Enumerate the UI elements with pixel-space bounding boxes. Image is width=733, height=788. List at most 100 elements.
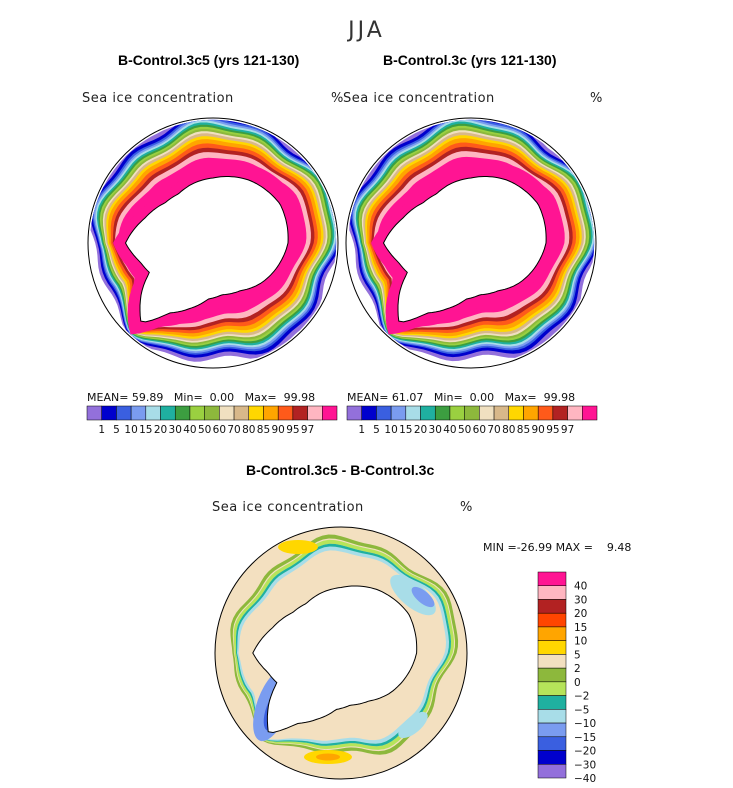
diff-colorbar-label-3: 15 (574, 622, 587, 634)
diff-max-value: 9.48 (606, 541, 632, 554)
diff-colorbar-box-11 (537, 722, 567, 738)
panel-1-colorbar-box-15 (307, 405, 323, 421)
panel-2-colorbar-label-12: 90 (531, 424, 544, 436)
diff-colorbar-box-1 (537, 585, 567, 600)
panel-1-colorbar-box-6 (174, 405, 191, 421)
diff-colorbar-box-13 (537, 750, 567, 765)
diff-colorbar-label-6: 2 (574, 663, 581, 675)
panel-1-colorbar-box-12 (263, 405, 279, 421)
diff-colorbar-label-11: −15 (574, 732, 596, 744)
panel-1-colorbar-label-10: 80 (242, 424, 255, 436)
panel-2-colorbar-box-11 (508, 405, 524, 421)
panel-1-colorbar-box-5 (160, 405, 176, 421)
panel-2-colorbar-box-2 (376, 405, 392, 421)
panel-1-field-group (90, 119, 337, 362)
diff-colorbar-label-14: −40 (574, 773, 596, 785)
panel-2-colorbar-label-7: 50 (458, 424, 471, 436)
diff-colorbar-box-6 (537, 654, 567, 669)
panel-2-colorbar-box-13 (537, 405, 554, 421)
panel-2-colorbar-label-2: 10 (384, 424, 397, 436)
panel-1-colorbar-label-9: 70 (227, 424, 240, 436)
panel-2-colorbar-box-9 (479, 405, 495, 421)
panel-2-colorbar-box-14 (552, 405, 568, 421)
panel-1-colorbar-box-0 (86, 405, 102, 421)
diff-field-group (215, 527, 467, 779)
panel-2-colorbar-box-5 (420, 405, 436, 421)
diff-negative-blob-4 (398, 711, 428, 739)
panel-1-colorbar-box-9 (219, 405, 235, 421)
panel-2-colorbar-label-10: 80 (502, 424, 515, 436)
panel-1-field-label: Sea ice concentration (82, 91, 234, 106)
diff-antarctica-land (252, 585, 418, 734)
diff-unit: % (460, 500, 473, 515)
panel-2-colorbar-label-5: 30 (429, 424, 442, 436)
diff-colorbar-box-9 (537, 695, 567, 710)
panel-1-colorbar-box-1 (101, 405, 117, 421)
diff-map-boundary (214, 526, 468, 780)
panel-1-unit: % (331, 91, 344, 106)
panel-1-colorbar-label-11: 85 (257, 424, 270, 436)
panel-1-antarctica-land (124, 176, 289, 323)
diff-colorbar-label-10: −10 (574, 718, 596, 730)
panel-1-min-label: Min= (173, 391, 203, 404)
diff-colorbar-box-12 (537, 736, 567, 751)
panel-1-colorbar-box-13 (277, 405, 294, 421)
diff-colorbar-label-2: 20 (574, 608, 587, 620)
panel-1-stats: MEAN= 59.89 Min= 0.00 Max= 99.98 (87, 391, 315, 404)
diff-colorbar-box-5 (537, 640, 567, 655)
panel-1-colorbar-box-14 (292, 405, 308, 421)
diff-sea-ice-map (214, 526, 468, 780)
panel-2-unit: % (590, 91, 603, 106)
diff-colorbar-label-7: 0 (574, 677, 581, 689)
diff-colorbar-box-0 (537, 571, 567, 586)
panel-1-colorbar-label-3: 15 (139, 424, 152, 436)
panel-2-colorbar-box-12 (523, 405, 539, 421)
panel-1-colorbar-label-0: 1 (98, 424, 105, 436)
diff-colorbar-box-3 (537, 612, 567, 628)
diff-positive-patch-0 (278, 540, 318, 554)
diff-colorbar-box-10 (537, 709, 567, 724)
panel-1-sea-ice-map (87, 117, 339, 369)
panel-1-mean-value: 59.89 (131, 391, 164, 404)
panel-1-colorbar-box-3 (130, 405, 147, 421)
panel-1-colorbar-box-2 (116, 405, 132, 421)
panel-2-colorbar-label-8: 60 (473, 424, 486, 436)
panel-1-colorbar: 1 5 10 15 20 30 40 50 60 70 80 85 90 95 97 (86, 405, 338, 436)
panel-2-colorbar-box-8 (464, 405, 480, 421)
panel-1-colorbar-box-4 (145, 405, 161, 421)
diff-colorbar-box-2 (537, 599, 567, 614)
diff-field-label: Sea ice concentration (212, 500, 364, 515)
panel-1-colorbar-label-4: 20 (154, 424, 167, 436)
panel-1-colorbar-box-7 (189, 405, 205, 421)
diff-max-label: MAX = (555, 541, 593, 554)
panel-2-colorbar-box-1 (361, 405, 377, 421)
panel-1-colorbar-label-5: 30 (169, 424, 182, 436)
panel-2-antarctica-land (382, 176, 547, 323)
panel-2-colorbar-label-14: 97 (561, 424, 574, 436)
diff-colorbar-box-4 (537, 626, 567, 641)
panel-2-colorbar-box-4 (405, 405, 421, 421)
panel-2-colorbar-box-10 (493, 405, 510, 421)
diff-colorbar-box-7 (537, 667, 567, 683)
panel-2-colorbar-box-7 (449, 405, 465, 421)
panel-2-field-group (349, 119, 595, 362)
diff-colorbar-label-9: −5 (574, 704, 589, 716)
diff-colorbar-label-5: 5 (574, 649, 581, 661)
panel-1-min-value: 0.00 (209, 391, 235, 404)
panel-1-colorbar-label-6: 40 (183, 424, 196, 436)
panel-1-colorbar-box-8 (204, 405, 220, 421)
panel-2-field-label: Sea ice concentration (343, 91, 495, 106)
diff-colorbar-label-1: 30 (574, 594, 587, 606)
diff-colorbar-label-12: −20 (574, 746, 596, 758)
panel-2-title: B-Control.3c (yrs 121-130) (383, 52, 557, 68)
panel-1-mean-label: MEAN= (87, 391, 129, 404)
panel-2-colorbar: 1 5 10 15 20 30 40 50 60 70 80 85 90 95 97 (346, 405, 598, 436)
panel-2-max-label: Max= (504, 391, 537, 404)
panel-2-colorbar-box-0 (346, 405, 362, 421)
panel-2-colorbar-box-6 (434, 405, 451, 421)
diff-colorbar-label-0: 40 (574, 581, 587, 593)
panel-1-colorbar-label-12: 90 (271, 424, 284, 436)
panel-2-colorbar-box-15 (567, 405, 583, 421)
panel-1-colorbar-box-16 (322, 405, 338, 421)
